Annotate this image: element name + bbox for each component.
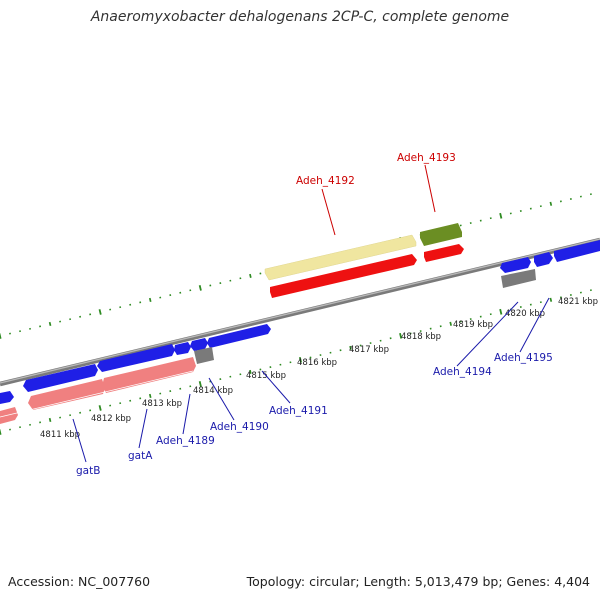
genome-backbone-highlight — [0, 238, 600, 384]
gene-gata-upper[interactable] — [97, 344, 175, 372]
gene-label-adeh-4194[interactable]: Adeh_4194 — [433, 366, 492, 378]
callout-adeh-4195 — [519, 297, 550, 353]
gene-blue-upper-a[interactable] — [534, 252, 553, 267]
gene-label-adeh-4190[interactable]: Adeh_4190 — [210, 421, 269, 433]
kbp-label: 4817 kbp — [349, 345, 389, 355]
kbp-label: 4818 kbp — [401, 332, 441, 342]
gene-label-adeh-4193[interactable]: Adeh_4193 — [397, 152, 456, 164]
callout-adeh-4191 — [261, 370, 291, 404]
scale-tick — [298, 357, 302, 363]
scale-tick — [249, 369, 252, 374]
scale-tick — [499, 308, 503, 315]
scale-tick — [198, 285, 202, 291]
callout-adeh-4189 — [182, 393, 191, 435]
forward-strand-genes — [264, 223, 600, 281]
gene-adeh-4189[interactable] — [194, 347, 214, 364]
callout-gatb — [72, 418, 87, 463]
gene-left-edge-blue[interactable] — [0, 391, 14, 404]
callout-adeh-4194 — [456, 301, 519, 367]
scale-tick — [449, 321, 452, 326]
gene-label-adeh-4189[interactable]: Adeh_4189 — [156, 435, 215, 447]
callout-adeh-4190 — [208, 377, 235, 421]
gene-adeh-4190[interactable] — [190, 338, 208, 351]
kbp-label: 4813 kbp — [142, 399, 182, 409]
callout-adeh-4193 — [424, 164, 436, 213]
gene-adeh-4192[interactable] — [264, 234, 417, 281]
gene-gata[interactable] — [102, 357, 196, 393]
gene-gatb[interactable] — [28, 379, 105, 410]
scale-tick — [0, 429, 2, 435]
gene-adeh-4191[interactable] — [207, 324, 271, 348]
gene-gatb-upper[interactable] — [23, 364, 98, 392]
kbp-label: 4812 kbp — [91, 414, 131, 424]
scale-tick — [399, 332, 403, 339]
scale-tick — [249, 273, 252, 278]
gene-label-adeh-4195[interactable]: Adeh_4195 — [494, 352, 553, 364]
gene-label-gatb[interactable]: gatB — [76, 465, 100, 477]
scale-tick — [148, 393, 152, 398]
scale-tick — [98, 309, 102, 315]
gene-labels: Adeh_4193 Adeh_4192 gatB gatA Adeh_4189 … — [76, 152, 553, 477]
gene-adeh-4189-upper[interactable] — [174, 342, 191, 355]
scale-tick — [549, 297, 553, 302]
topology-text: Topology: circular; Length: 5,013,479 bp… — [246, 574, 590, 589]
gene-highlight-line — [0, 370, 194, 418]
scale-tick — [349, 345, 352, 350]
scale-tick — [198, 381, 202, 387]
gene-adeh-4192-lower[interactable] — [270, 254, 417, 298]
callout-gata — [138, 408, 148, 449]
gene-label-adeh-4192[interactable]: Adeh_4192 — [296, 175, 355, 187]
kbp-scale-labels: 4811 kbp 4812 kbp 4813 kbp 4814 kbp 4815… — [40, 297, 598, 440]
kbp-label: 4820 kbp — [505, 309, 545, 319]
gene-left-edge-pink[interactable] — [0, 407, 18, 424]
accession-text: Accession: NC_007760 — [8, 574, 151, 589]
gene-label-adeh-4191[interactable]: Adeh_4191 — [269, 405, 328, 417]
gene-adeh-4193-lower[interactable] — [424, 244, 464, 262]
scale-tick — [98, 405, 102, 411]
reverse-strand-genes — [0, 244, 536, 424]
gene-blue-upper-4195[interactable] — [554, 240, 600, 262]
gene-blue-upper-b[interactable] — [500, 257, 531, 273]
kbp-label: 4819 kbp — [453, 320, 493, 330]
scale-tick — [0, 333, 2, 339]
gene-callout-lines — [72, 164, 550, 463]
gene-adeh-4193[interactable] — [420, 223, 462, 246]
kbp-label: 4811 kbp — [40, 430, 80, 440]
scale-tick — [148, 297, 152, 302]
map-title: Anaeromyxobacter dehalogenans 2CP-C, com… — [90, 9, 510, 25]
callout-adeh-4192 — [321, 188, 336, 236]
gene-label-gata[interactable]: gatA — [128, 450, 153, 462]
kbp-label: 4816 kbp — [297, 358, 337, 368]
scale-tick — [48, 417, 52, 423]
scale-tick — [549, 201, 553, 206]
kbp-label: 4814 kbp — [193, 386, 233, 396]
scale-tick — [48, 321, 52, 327]
genome-backbone — [0, 237, 600, 387]
scale-tick — [499, 212, 503, 219]
gene-adeh-4194[interactable] — [501, 269, 536, 288]
kbp-label: 4821 kbp — [558, 297, 598, 307]
inner-tick-track — [0, 289, 592, 435]
